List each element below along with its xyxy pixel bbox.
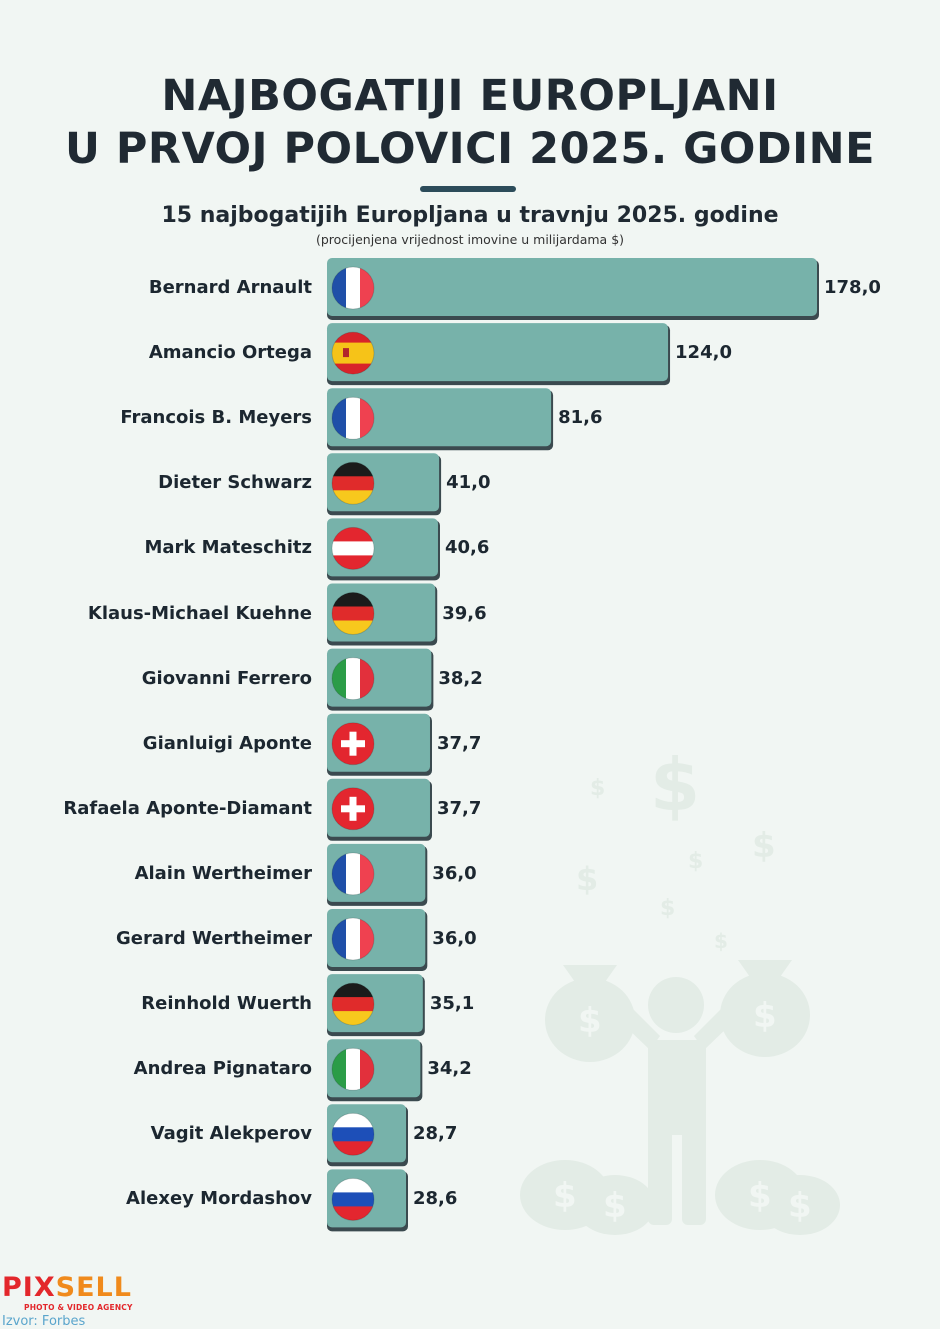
- category-label: Alexey Mordashov: [126, 1188, 312, 1210]
- logo-tagline: PHOTO & VIDEO AGENCY: [24, 1303, 133, 1312]
- svg-text:$: $: [578, 1001, 602, 1041]
- dollar-sign-icon: $: [714, 929, 728, 953]
- svg-text:$: $: [753, 996, 777, 1036]
- svg-text:$: $: [748, 1176, 772, 1216]
- germany-flag-icon: [331, 461, 375, 505]
- italy-flag-icon: [331, 1047, 375, 1091]
- dollar-sign-icon: $: [688, 849, 703, 874]
- svg-text:$: $: [603, 1186, 627, 1226]
- germany-flag-icon: [331, 592, 375, 635]
- france-flag-icon: [331, 396, 375, 440]
- spain-flag-icon: [331, 331, 375, 375]
- austria-flag-icon: [331, 526, 375, 570]
- category-label: Gianluigi Aponte: [142, 732, 312, 754]
- value-label: 28,6: [413, 1188, 458, 1210]
- france-flag-icon: [331, 852, 375, 896]
- logo-part-1: PIX: [2, 1272, 56, 1303]
- value-label: 34,2: [427, 1058, 472, 1080]
- category-label: Bernard Arnault: [148, 277, 312, 298]
- value-label: 124,0: [675, 342, 732, 364]
- bar-1: [327, 323, 669, 382]
- france-flag-icon: [331, 266, 375, 310]
- bar-2: [327, 388, 552, 447]
- value-label: 37,7: [436, 732, 482, 754]
- dollar-sign-icon: $: [650, 743, 700, 827]
- category-label: Giovanni Ferrero: [141, 667, 312, 689]
- category-label: Mark Mateschitz: [144, 537, 313, 559]
- source-note: Izvor: Forbes: [2, 1314, 86, 1329]
- switzerland-flag-icon: [331, 787, 375, 831]
- title-divider: [420, 186, 516, 192]
- russia-flag-icon: [331, 1177, 375, 1221]
- value-label: 28,7: [413, 1123, 458, 1145]
- svg-text:$: $: [553, 1176, 577, 1216]
- value-label: 36,0: [432, 862, 477, 884]
- title-line-2: U PRVOJ POLOVICI 2025. GODINE: [64, 124, 876, 174]
- value-label: 39,6: [442, 602, 487, 624]
- category-label: Amancio Ortega: [148, 342, 312, 364]
- category-label: Alain Wertheimer: [134, 862, 312, 884]
- russia-flag-icon: [331, 1112, 375, 1156]
- category-label: Gerard Wertheimer: [116, 928, 312, 949]
- chart-subtitle: 15 najbogatijih Europljana u travnju 202…: [161, 203, 779, 228]
- value-label: 41,0: [446, 472, 491, 494]
- svg-text:$: $: [788, 1186, 812, 1226]
- chart-unit-note: (procijenjena vrijednost imovine u milij…: [315, 232, 625, 247]
- logo-part-2: SELL: [55, 1272, 132, 1303]
- value-label: 35,1: [429, 993, 475, 1015]
- person-icon: [598, 977, 756, 1225]
- switzerland-flag-icon: [331, 722, 375, 766]
- pixsell-logo: PIXSELL: [2, 1273, 132, 1303]
- category-label: Andrea Pignataro: [133, 1058, 312, 1080]
- value-label: 178,0: [824, 277, 881, 298]
- bar-0: [327, 258, 817, 316]
- category-label: Francois B. Meyers: [120, 407, 312, 429]
- value-label: 81,6: [558, 407, 603, 429]
- value-label: 36,0: [432, 928, 477, 949]
- category-label: Vagit Alekperov: [150, 1123, 312, 1145]
- category-label: Rafaela Aponte-Diamant: [63, 797, 312, 819]
- dollar-sign-icon: $: [660, 896, 675, 921]
- category-label: Reinhold Wuerth: [141, 993, 312, 1015]
- main-title: NAJBOGATIJI EUROPLJANI U PRVOJ POLOVICI …: [0, 70, 940, 176]
- category-label: Dieter Schwarz: [158, 472, 312, 494]
- value-label: 37,7: [436, 797, 482, 819]
- france-flag-icon: [331, 917, 375, 961]
- dollar-sign-icon: $: [590, 776, 605, 801]
- value-label: 40,6: [444, 537, 490, 559]
- category-label: Klaus-Michael Kuehne: [87, 602, 312, 624]
- money-bag-icon: [520, 960, 840, 1235]
- value-label: 38,2: [438, 667, 483, 689]
- dollar-sign-icon: $: [576, 860, 598, 898]
- dollar-sign-icon: $: [752, 826, 776, 866]
- italy-flag-icon: [331, 657, 375, 701]
- germany-flag-icon: [331, 982, 375, 1026]
- title-line-1: NAJBOGATIJI EUROPLJANI: [161, 71, 779, 121]
